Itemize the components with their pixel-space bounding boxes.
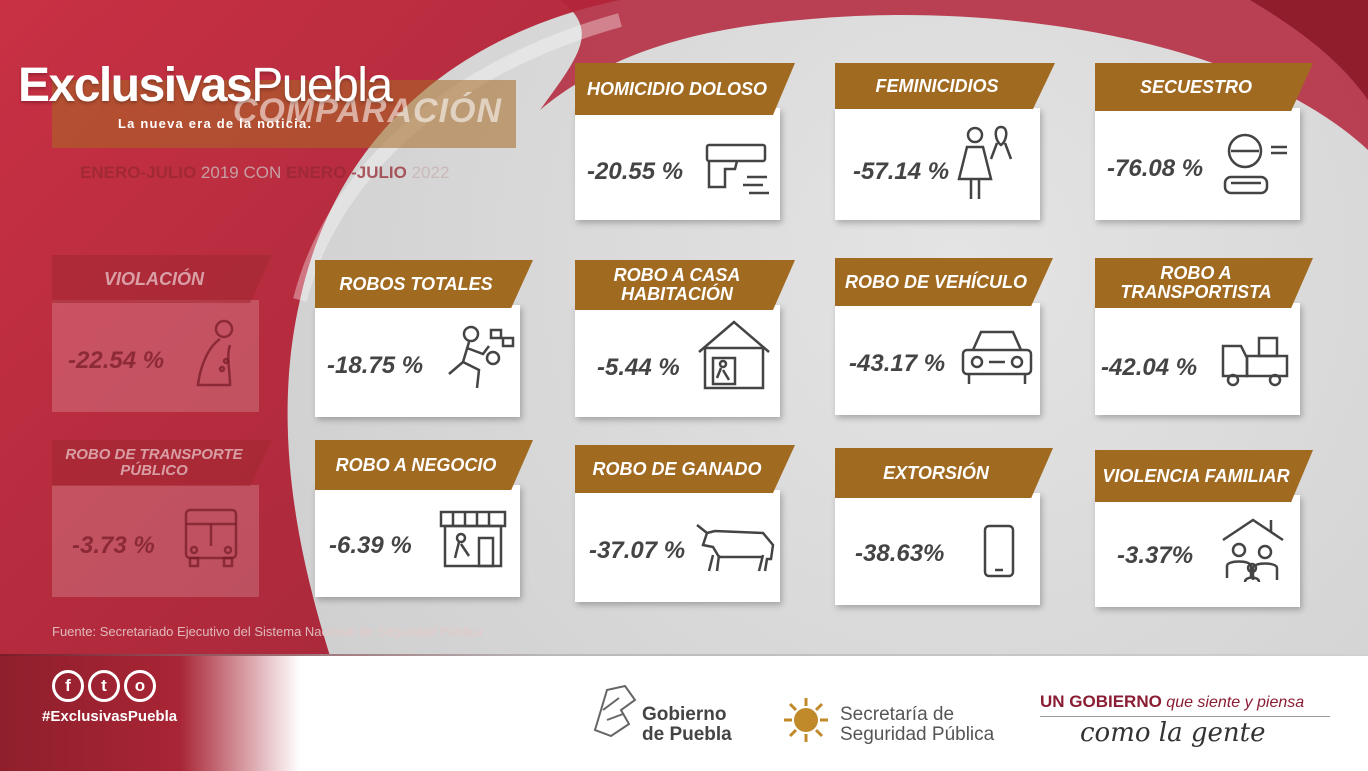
card-value: -18.75 % xyxy=(327,352,424,379)
card-label: EXTORSIÓN xyxy=(835,448,1053,498)
period-2: ENERO -JULIO xyxy=(285,163,407,182)
card-label: FEMINICIDIOS xyxy=(835,63,1055,109)
card-value: -37.07 % xyxy=(589,537,686,564)
title-banner-text: COMPARACIÓN xyxy=(232,92,502,130)
card-value: -38.63% xyxy=(855,540,945,567)
card-label: ROBO DE TRANSPORTE PÚBLICO xyxy=(52,440,272,486)
card-value: -42.04 % xyxy=(1101,354,1198,381)
year-2: 2022 xyxy=(406,163,450,182)
logo-bold: Exclusivas xyxy=(18,59,253,112)
card-value: -22.54 % xyxy=(68,347,165,374)
slogan-divider xyxy=(1040,716,1330,717)
card-label: ROBO A NEGOCIO xyxy=(315,440,533,490)
slogan-line-1: UN GOBIERNO que siente y piensa xyxy=(1040,692,1304,712)
gun-icon xyxy=(705,143,769,195)
slogan-bold: UN GOBIERNO xyxy=(1040,692,1162,711)
truck-icon xyxy=(1221,336,1289,387)
logo-light: Puebla xyxy=(251,59,393,112)
ssp-text: Secretaría de Seguridad Pública xyxy=(840,705,994,745)
family-house-icon xyxy=(1222,518,1284,583)
woman-ribbon-icon xyxy=(957,125,1013,199)
source-note: Fuente: Secretariado Ejecutivo del Siste… xyxy=(52,624,483,639)
card-label: ROBOS TOTALES xyxy=(315,260,533,308)
period-1: ENERO-JULIO xyxy=(80,163,197,182)
phone-icon xyxy=(983,524,1015,578)
house-burglar-icon xyxy=(698,320,770,390)
card-label: ROBO A CASA HABITACIÓN xyxy=(575,260,795,310)
social-links: f t o xyxy=(52,670,156,702)
card-value: -43.17 % xyxy=(849,350,946,377)
bus-icon xyxy=(184,508,238,568)
card-label: VIOLENCIA FAMILIAR xyxy=(1095,450,1313,502)
card-value: -57.14 % xyxy=(853,158,950,185)
kidnapped-person-icon xyxy=(1223,133,1287,195)
gobierno-puebla-logo-icon xyxy=(593,684,637,738)
instagram-icon[interactable]: o xyxy=(124,670,156,702)
slogan-script: como la gente xyxy=(1080,718,1266,748)
gobierno-puebla-text: Gobierno de Puebla xyxy=(642,705,732,745)
slogan-rest: que siente y piensa xyxy=(1161,694,1305,711)
store-icon xyxy=(439,510,507,568)
ssp-seal-icon xyxy=(784,698,828,742)
facebook-icon[interactable]: f xyxy=(52,670,84,702)
gobierno-line-2: de Puebla xyxy=(642,724,732,745)
ssp-line-1: Secretaría de xyxy=(840,704,955,725)
ssp-line-2: Seguridad Pública xyxy=(840,724,995,745)
card-label: ROBO DE GANADO xyxy=(575,445,795,493)
twitter-icon[interactable]: t xyxy=(88,670,120,702)
card-value: -3.37% xyxy=(1117,542,1194,569)
card-value: -76.08 % xyxy=(1107,155,1204,182)
card-label: ROBO DE VEHÍCULO xyxy=(835,258,1053,306)
card-value: -6.39 % xyxy=(329,532,412,559)
gobierno-line-1: Gobierno xyxy=(642,704,727,725)
card-label: ROBO A TRANSPORTISTA xyxy=(1095,258,1313,308)
brand-logo: ExclusivasPuebla xyxy=(18,58,393,113)
title-banner xyxy=(52,80,516,148)
card-value: -3.73 % xyxy=(72,532,155,559)
kneeling-person-icon xyxy=(196,319,234,387)
car-icon xyxy=(961,330,1033,384)
hashtag: #ExclusivasPuebla xyxy=(42,708,178,725)
card-label: SECUESTRO xyxy=(1095,63,1313,111)
card-value: -5.44 % xyxy=(597,354,680,381)
card-value: -20.55 % xyxy=(587,158,684,185)
comparison-period: ENERO-JULIO 2019 CON ENERO -JULIO 2022 xyxy=(80,163,449,183)
card-label: HOMICIDIO DOLOSO xyxy=(575,63,795,115)
brand-tagline: La nueva era de la noticia. xyxy=(118,116,313,131)
card-label: VIOLACIÓN xyxy=(52,255,272,303)
year-1: 2019 CON xyxy=(196,163,286,182)
thief-running-icon xyxy=(448,325,515,389)
cow-icon xyxy=(696,524,775,572)
